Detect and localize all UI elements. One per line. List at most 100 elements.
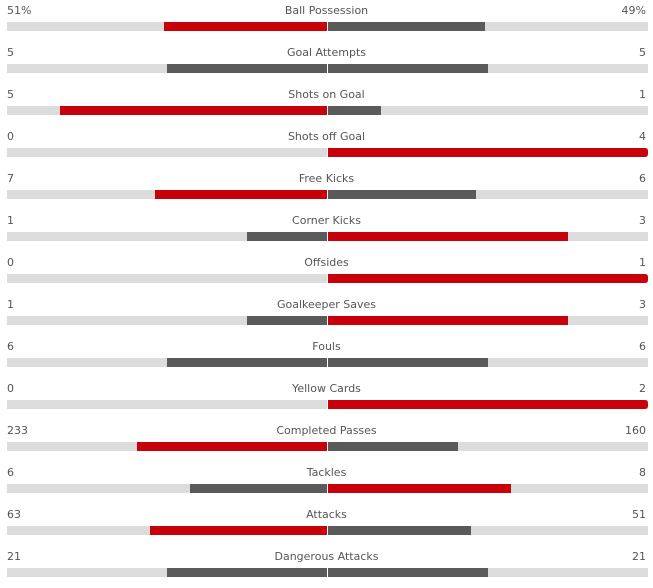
- away-bar-track: [328, 22, 648, 31]
- home-bar-track: [7, 274, 327, 283]
- stat-row: 6 Fouls 6: [0, 336, 653, 378]
- away-value: 51: [632, 508, 646, 521]
- stat-label-line: 0 Shots off Goal 4: [7, 130, 646, 144]
- stat-row: 5 Goal Attempts 5: [0, 42, 653, 84]
- stat-name: Tackles: [306, 466, 347, 479]
- stat-name: Attacks: [306, 508, 347, 521]
- away-bar-fill: [328, 400, 648, 409]
- stat-label-line: 0 Yellow Cards 2: [7, 382, 646, 396]
- away-value: 21: [632, 550, 646, 563]
- home-bar-fill: [155, 190, 327, 199]
- stat-name: Goalkeeper Saves: [276, 298, 377, 311]
- away-bar-fill: [328, 190, 476, 199]
- away-value: 4: [639, 130, 646, 143]
- stat-row: 51% Ball Possession 49%: [0, 0, 653, 42]
- stat-label-line: 51% Ball Possession 49%: [7, 4, 646, 18]
- stat-label-line: 1 Corner Kicks 3: [7, 214, 646, 228]
- home-value: 0: [7, 130, 14, 143]
- away-bar-track: [328, 274, 648, 283]
- away-bar-fill: [328, 148, 648, 157]
- home-bar-track: [7, 232, 327, 241]
- home-bar-track: [7, 568, 327, 577]
- stat-row: 233 Completed Passes 160: [0, 420, 653, 462]
- home-bar-track: [7, 106, 327, 115]
- stat-name: Offsides: [304, 256, 349, 269]
- home-bar-track: [7, 358, 327, 367]
- away-bar-fill: [328, 64, 488, 73]
- home-value: 233: [7, 424, 28, 437]
- away-bar-track: [328, 106, 648, 115]
- away-bar-track: [328, 568, 648, 577]
- away-bar-track: [328, 64, 648, 73]
- home-bar-fill: [167, 358, 327, 367]
- stat-label-line: 63 Attacks 51: [7, 508, 646, 522]
- stat-label-line: 6 Fouls 6: [7, 340, 646, 354]
- home-value: 0: [7, 382, 14, 395]
- away-value: 8: [639, 466, 646, 479]
- stat-name: Yellow Cards: [292, 382, 361, 395]
- stat-label-line: 0 Offsides 1: [7, 256, 646, 270]
- away-value: 160: [625, 424, 646, 437]
- away-value: 6: [639, 340, 646, 353]
- stat-label-line: 1 Goalkeeper Saves 3: [7, 298, 646, 312]
- away-bar-fill: [328, 274, 648, 283]
- stat-label-line: 21 Dangerous Attacks 21: [7, 550, 646, 564]
- stat-name: Fouls: [312, 340, 341, 353]
- stat-row: 5 Shots on Goal 1: [0, 84, 653, 126]
- home-bar-fill: [247, 316, 327, 325]
- home-value: 21: [7, 550, 21, 563]
- away-bar-fill: [328, 106, 381, 115]
- away-bar-track: [328, 148, 648, 157]
- home-bar-track: [7, 22, 327, 31]
- stat-name: Shots off Goal: [287, 130, 366, 143]
- stat-name: Completed Passes: [276, 424, 377, 437]
- home-value: 6: [7, 340, 14, 353]
- home-value: 0: [7, 256, 14, 269]
- stat-label-line: 5 Shots on Goal 1: [7, 88, 646, 102]
- stat-name: Free Kicks: [298, 172, 355, 185]
- home-bar-track: [7, 442, 327, 451]
- away-bar-fill: [328, 358, 488, 367]
- stat-name: Dangerous Attacks: [274, 550, 379, 563]
- home-bar-track: [7, 190, 327, 199]
- away-bar-track: [328, 484, 648, 493]
- home-bar-fill: [167, 568, 327, 577]
- away-value: 3: [639, 298, 646, 311]
- home-value: 1: [7, 298, 14, 311]
- away-bar-track: [328, 316, 648, 325]
- home-bar-fill: [247, 232, 327, 241]
- away-bar-track: [328, 400, 648, 409]
- stat-row: 0 Offsides 1: [0, 252, 653, 294]
- home-bar-fill: [60, 106, 327, 115]
- stat-label-line: 6 Tackles 8: [7, 466, 646, 480]
- away-bar-fill: [328, 484, 511, 493]
- away-bar-track: [328, 442, 648, 451]
- away-value: 1: [639, 88, 646, 101]
- home-bar-track: [7, 64, 327, 73]
- away-value: 49%: [621, 4, 646, 17]
- away-bar-fill: [328, 442, 458, 451]
- away-bar-track: [328, 526, 648, 535]
- stat-row: 1 Goalkeeper Saves 3: [0, 294, 653, 336]
- stat-row: 7 Free Kicks 6: [0, 168, 653, 210]
- away-bar-track: [328, 358, 648, 367]
- home-bar-track: [7, 400, 327, 409]
- home-bar-fill: [190, 484, 327, 493]
- away-bar-track: [328, 190, 648, 199]
- away-bar-track: [328, 232, 648, 241]
- away-value: 5: [639, 46, 646, 59]
- home-bar-fill: [167, 64, 327, 73]
- home-bar-fill: [137, 442, 327, 451]
- away-value: 6: [639, 172, 646, 185]
- stat-row: 6 Tackles 8: [0, 462, 653, 504]
- away-value: 2: [639, 382, 646, 395]
- home-value: 1: [7, 214, 14, 227]
- home-bar-fill: [164, 22, 327, 31]
- stat-row: 21 Dangerous Attacks 21: [0, 546, 653, 588]
- away-bar-fill: [328, 568, 488, 577]
- stat-row: 1 Corner Kicks 3: [0, 210, 653, 252]
- away-bar-fill: [328, 316, 568, 325]
- stat-label-line: 233 Completed Passes 160: [7, 424, 646, 438]
- stat-name: Shots on Goal: [288, 88, 365, 101]
